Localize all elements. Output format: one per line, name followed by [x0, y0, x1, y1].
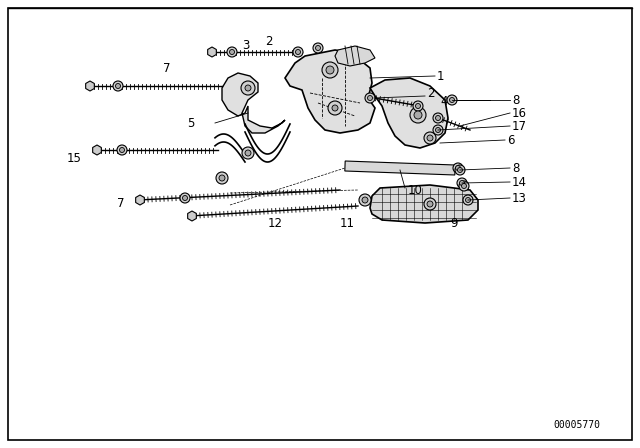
Text: 17: 17	[512, 120, 527, 133]
Text: 1: 1	[437, 69, 445, 82]
Text: 4: 4	[440, 95, 447, 108]
Polygon shape	[370, 78, 448, 148]
Text: 7: 7	[118, 197, 125, 210]
Circle shape	[332, 105, 338, 111]
Circle shape	[245, 150, 251, 156]
Circle shape	[322, 62, 338, 78]
Circle shape	[447, 95, 457, 105]
Text: 13: 13	[512, 191, 527, 204]
Circle shape	[362, 197, 368, 203]
Text: 15: 15	[67, 151, 82, 164]
Text: 7: 7	[163, 61, 170, 74]
Text: 6: 6	[507, 134, 515, 146]
Circle shape	[316, 46, 321, 51]
Circle shape	[328, 101, 342, 115]
Circle shape	[245, 85, 251, 91]
Circle shape	[296, 49, 301, 55]
Text: 11: 11	[340, 216, 355, 229]
Circle shape	[413, 101, 423, 111]
Circle shape	[415, 103, 420, 108]
Polygon shape	[335, 46, 375, 66]
Circle shape	[427, 201, 433, 207]
Circle shape	[242, 147, 254, 159]
Circle shape	[424, 198, 436, 210]
Circle shape	[293, 47, 303, 57]
Text: 12: 12	[268, 216, 283, 229]
Circle shape	[219, 175, 225, 181]
Text: 8: 8	[512, 94, 520, 107]
Text: 14: 14	[512, 176, 527, 189]
Polygon shape	[370, 185, 478, 223]
Circle shape	[120, 147, 125, 152]
Text: 2: 2	[265, 34, 273, 47]
Circle shape	[367, 95, 372, 100]
Circle shape	[435, 116, 440, 121]
Circle shape	[459, 181, 469, 191]
Circle shape	[463, 195, 473, 205]
Circle shape	[113, 81, 123, 91]
Circle shape	[359, 194, 371, 206]
Circle shape	[449, 98, 454, 103]
Circle shape	[182, 195, 188, 201]
Circle shape	[465, 198, 470, 202]
Polygon shape	[285, 50, 375, 133]
Circle shape	[435, 128, 440, 133]
Circle shape	[216, 172, 228, 184]
Polygon shape	[222, 73, 285, 133]
Circle shape	[313, 43, 323, 53]
Circle shape	[427, 135, 433, 141]
Circle shape	[414, 111, 422, 119]
Circle shape	[115, 83, 120, 89]
Text: 00005770: 00005770	[553, 420, 600, 430]
Circle shape	[410, 107, 426, 123]
Circle shape	[365, 93, 375, 103]
Text: 3: 3	[242, 39, 250, 52]
Circle shape	[230, 49, 234, 55]
Circle shape	[424, 132, 436, 144]
Text: 16: 16	[512, 107, 527, 120]
Text: 8: 8	[512, 161, 520, 175]
Circle shape	[241, 81, 255, 95]
Circle shape	[458, 168, 463, 172]
Circle shape	[433, 113, 443, 123]
Circle shape	[453, 163, 463, 173]
Text: 9: 9	[450, 216, 458, 229]
Text: 10: 10	[408, 184, 423, 197]
Text: 5: 5	[188, 116, 195, 129]
Circle shape	[117, 145, 127, 155]
Circle shape	[455, 165, 465, 175]
Circle shape	[461, 184, 467, 189]
Polygon shape	[345, 161, 455, 175]
Circle shape	[460, 181, 465, 185]
Circle shape	[326, 66, 334, 74]
Circle shape	[180, 193, 190, 203]
Text: 2: 2	[427, 86, 435, 99]
Circle shape	[456, 165, 461, 171]
Circle shape	[457, 178, 467, 188]
Circle shape	[433, 125, 443, 135]
Circle shape	[227, 47, 237, 57]
